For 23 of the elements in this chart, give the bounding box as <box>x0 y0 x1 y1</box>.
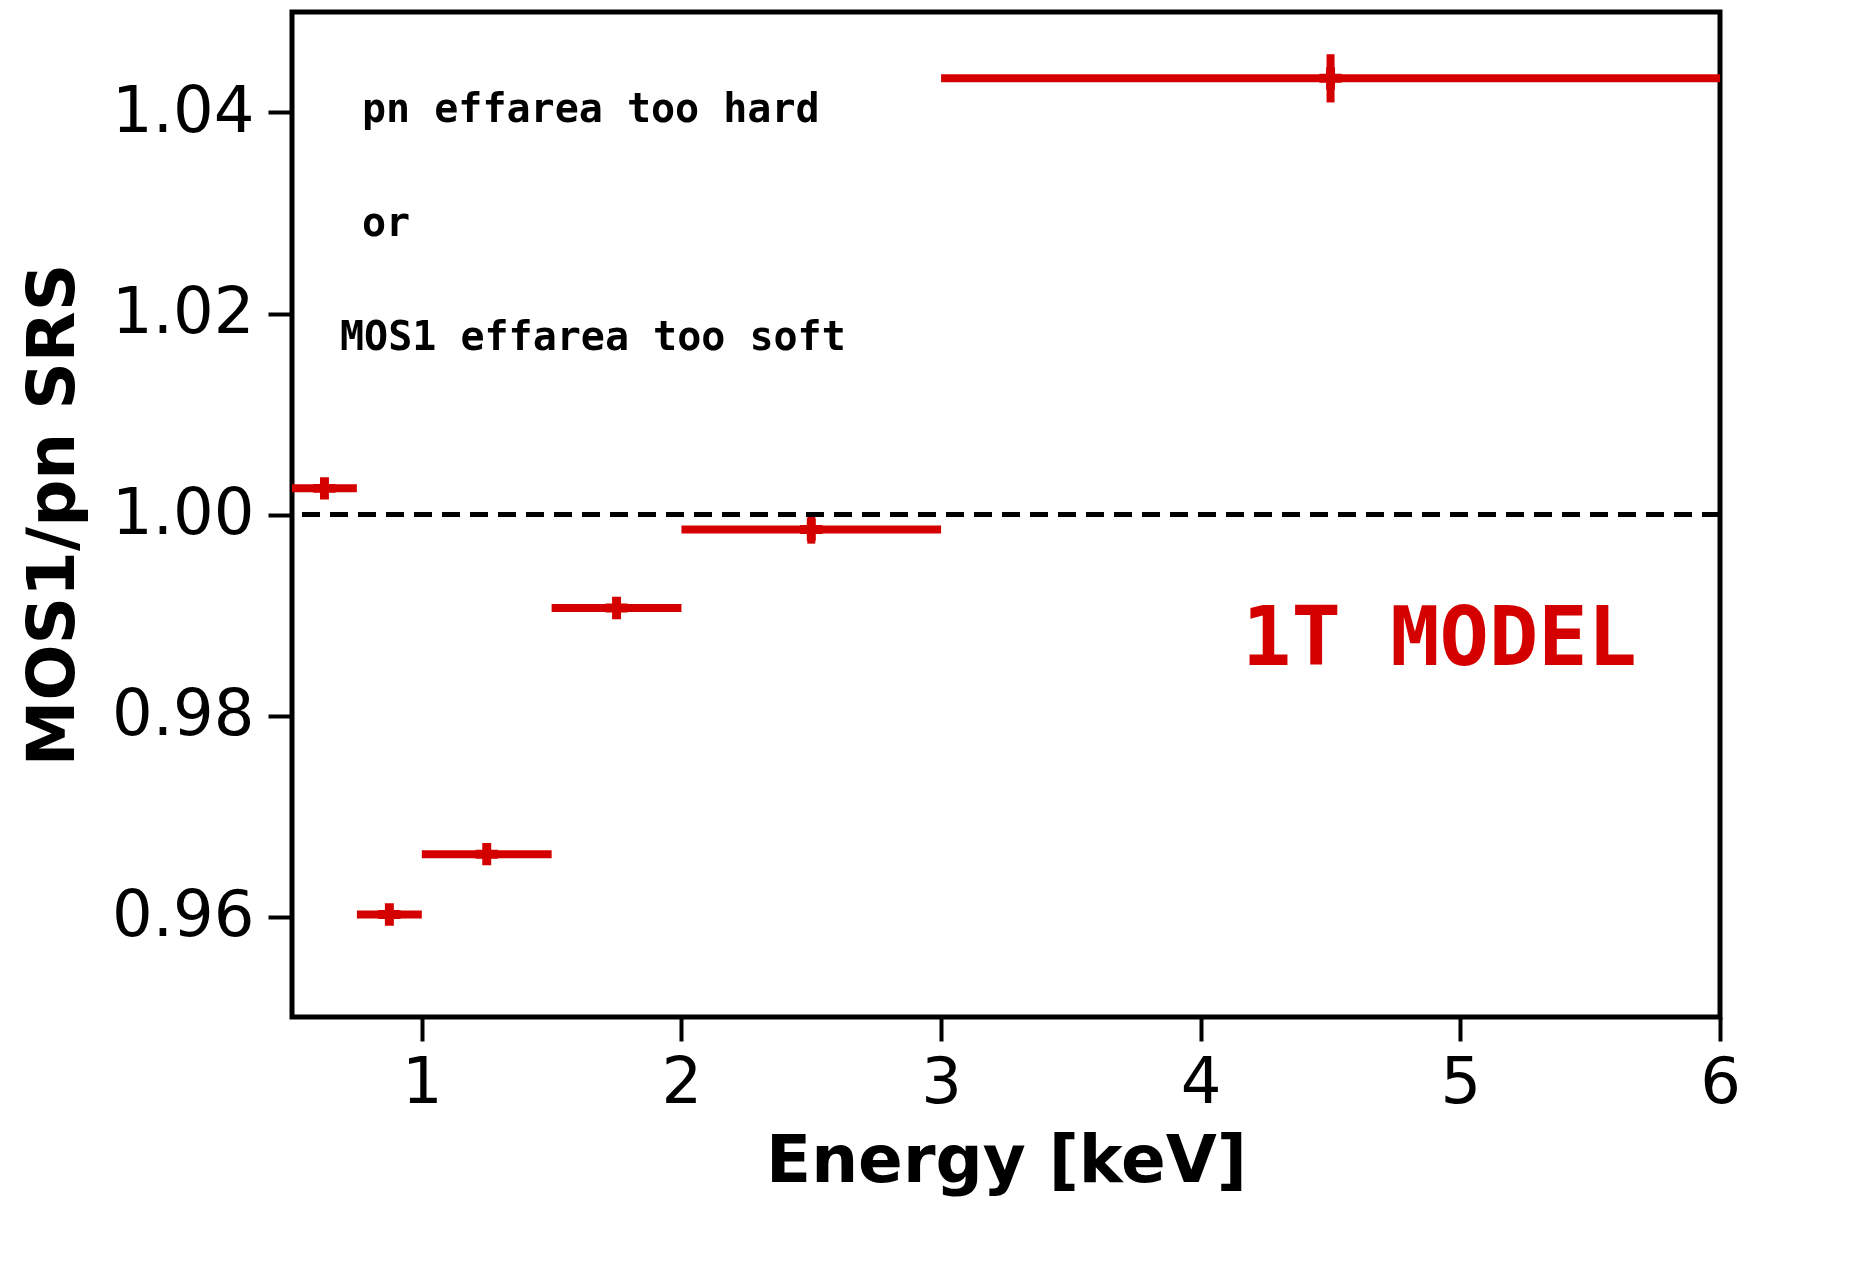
x-tick-label: 6 <box>1700 1043 1741 1118</box>
annotation: pn effarea too hard <box>362 85 820 131</box>
point <box>800 518 823 541</box>
y-axis-title: MOS1/pn SRS <box>13 263 90 767</box>
x-tick-label: 1 <box>401 1043 443 1118</box>
point <box>1319 67 1342 90</box>
point <box>605 596 628 620</box>
x-tick-label: 5 <box>1440 1043 1482 1118</box>
x-tick-label: 2 <box>661 1043 703 1118</box>
y-tick-label: 1.00 <box>112 475 255 549</box>
point <box>475 843 498 866</box>
y-tick-label: 0.96 <box>112 877 255 951</box>
x-tick-label: 3 <box>921 1043 962 1118</box>
y-tick-label: 0.98 <box>112 676 255 750</box>
annotation: MOS1 effarea too soft <box>340 313 846 359</box>
point <box>378 903 401 926</box>
y-tick-label: 1.04 <box>112 73 255 147</box>
point <box>313 477 336 500</box>
y-tick-label: 1.02 <box>112 274 255 348</box>
x-tick-label: 4 <box>1180 1043 1222 1118</box>
annotation: or <box>362 199 411 245</box>
x-axis-title: Energy [keV] <box>766 1120 1247 1198</box>
annotation: 1T MODEL <box>1242 589 1637 684</box>
